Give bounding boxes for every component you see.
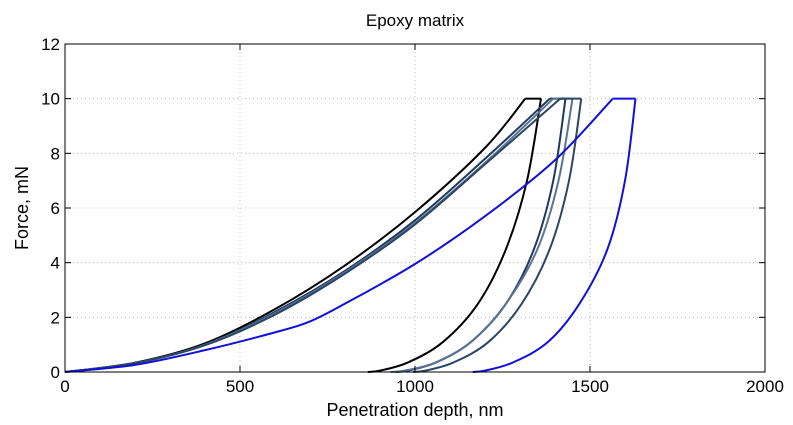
y-tick-label: 12: [41, 35, 60, 54]
series-layer: [64, 97, 637, 373]
unloading-curve: [367, 98, 542, 373]
grid-layer: [65, 44, 765, 372]
series-curve: [64, 97, 583, 373]
y-axis-label: Force, mN: [12, 166, 32, 250]
y-tick-label: 0: [51, 363, 60, 382]
ticks-layer: 0 500 1000 1500 2000 0 2 4 6 8 10 12: [41, 35, 784, 396]
x-tick-label: 500: [226, 377, 254, 396]
x-axis-label: Penetration depth, nm: [326, 400, 503, 420]
loading-curve: [64, 97, 551, 373]
series-curve: [64, 97, 542, 373]
y-tick-label: 2: [51, 308, 60, 327]
y-tick-label: 4: [51, 254, 60, 273]
loading-curve: [64, 97, 614, 373]
unloading-curve: [413, 98, 583, 373]
unloading-curve: [472, 98, 637, 373]
y-tick-label: 8: [51, 144, 60, 163]
chart-title: Epoxy matrix: [366, 11, 465, 30]
loading-curve: [64, 97, 561, 373]
loading-curve: [64, 97, 554, 373]
series-curve: [64, 97, 574, 373]
y-tick-label: 6: [51, 199, 60, 218]
y-tick-label: 10: [41, 90, 60, 109]
x-tick-label: 0: [60, 377, 69, 396]
unloading-curve: [390, 98, 574, 373]
x-tick-label: 1500: [571, 377, 609, 396]
x-tick-label: 2000: [746, 377, 784, 396]
series-curve: [64, 97, 567, 373]
series-curve: [64, 97, 637, 373]
unloading-curve: [395, 98, 567, 373]
x-tick-label: 1000: [396, 377, 434, 396]
